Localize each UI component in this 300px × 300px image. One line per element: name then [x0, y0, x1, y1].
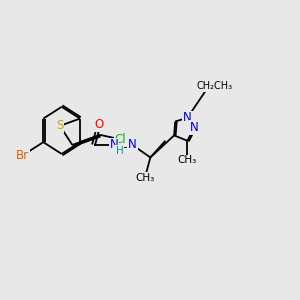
Text: CH₂CH₃: CH₂CH₃: [197, 81, 233, 92]
Text: N: N: [128, 138, 137, 152]
Text: Cl: Cl: [115, 133, 126, 146]
Text: CH₃: CH₃: [135, 173, 154, 183]
Text: H: H: [116, 146, 123, 156]
Text: S: S: [56, 119, 64, 132]
Text: N: N: [190, 121, 199, 134]
Text: N: N: [183, 111, 192, 124]
Text: O: O: [94, 118, 103, 131]
Text: N: N: [110, 138, 118, 152]
Text: CH₃: CH₃: [178, 155, 197, 165]
Text: Br: Br: [16, 149, 29, 162]
